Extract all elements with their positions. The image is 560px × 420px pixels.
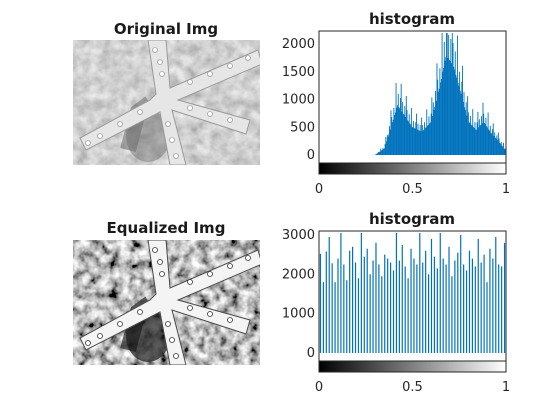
starfish-dots [85, 247, 251, 359]
x-tick-label: 1 [502, 182, 510, 197]
y-tick-label: 0 [307, 346, 315, 361]
y-tick-label: 0 [307, 148, 315, 163]
y-tick-labels: 0 500 1000 1500 2000 [282, 37, 315, 163]
equalized-image [73, 240, 260, 365]
starfish-shape [79, 40, 260, 165]
original-image [73, 40, 260, 165]
histogram-title: histogram [369, 10, 455, 28]
y-tick-label: 1000 [282, 93, 315, 108]
grayscale-colorbar [318, 162, 507, 175]
original-image-title: Original Img [114, 20, 218, 38]
equalized-image-title: Equalized Img [107, 219, 226, 237]
y-tick-label: 2000 [282, 267, 315, 282]
histogram-title: histogram [369, 210, 455, 228]
y-tick-label: 2000 [282, 37, 315, 52]
x-tick-label: 0 [315, 380, 323, 395]
grayscale-colorbar [318, 360, 507, 373]
x-tick-label: 0.5 [402, 380, 423, 395]
y-tick-label: 500 [290, 120, 315, 135]
x-tick-labels: 0 0.5 1 [315, 380, 510, 395]
x-tick-labels: 0 0.5 1 [315, 182, 510, 197]
histogram-bars [375, 33, 507, 155]
starfish-dots [85, 47, 251, 159]
y-tick-labels: 0 1000 2000 3000 [282, 228, 315, 361]
x-tick-label: 1 [502, 380, 510, 395]
y-tick-label: 3000 [282, 228, 315, 243]
y-tick-label: 1000 [282, 307, 315, 322]
y-tick-label: 1500 [282, 65, 315, 80]
x-tick-label: 0.5 [402, 182, 423, 197]
histogram-bars [319, 233, 506, 353]
x-tick-label: 0 [315, 182, 323, 197]
starfish-shape [79, 240, 260, 365]
